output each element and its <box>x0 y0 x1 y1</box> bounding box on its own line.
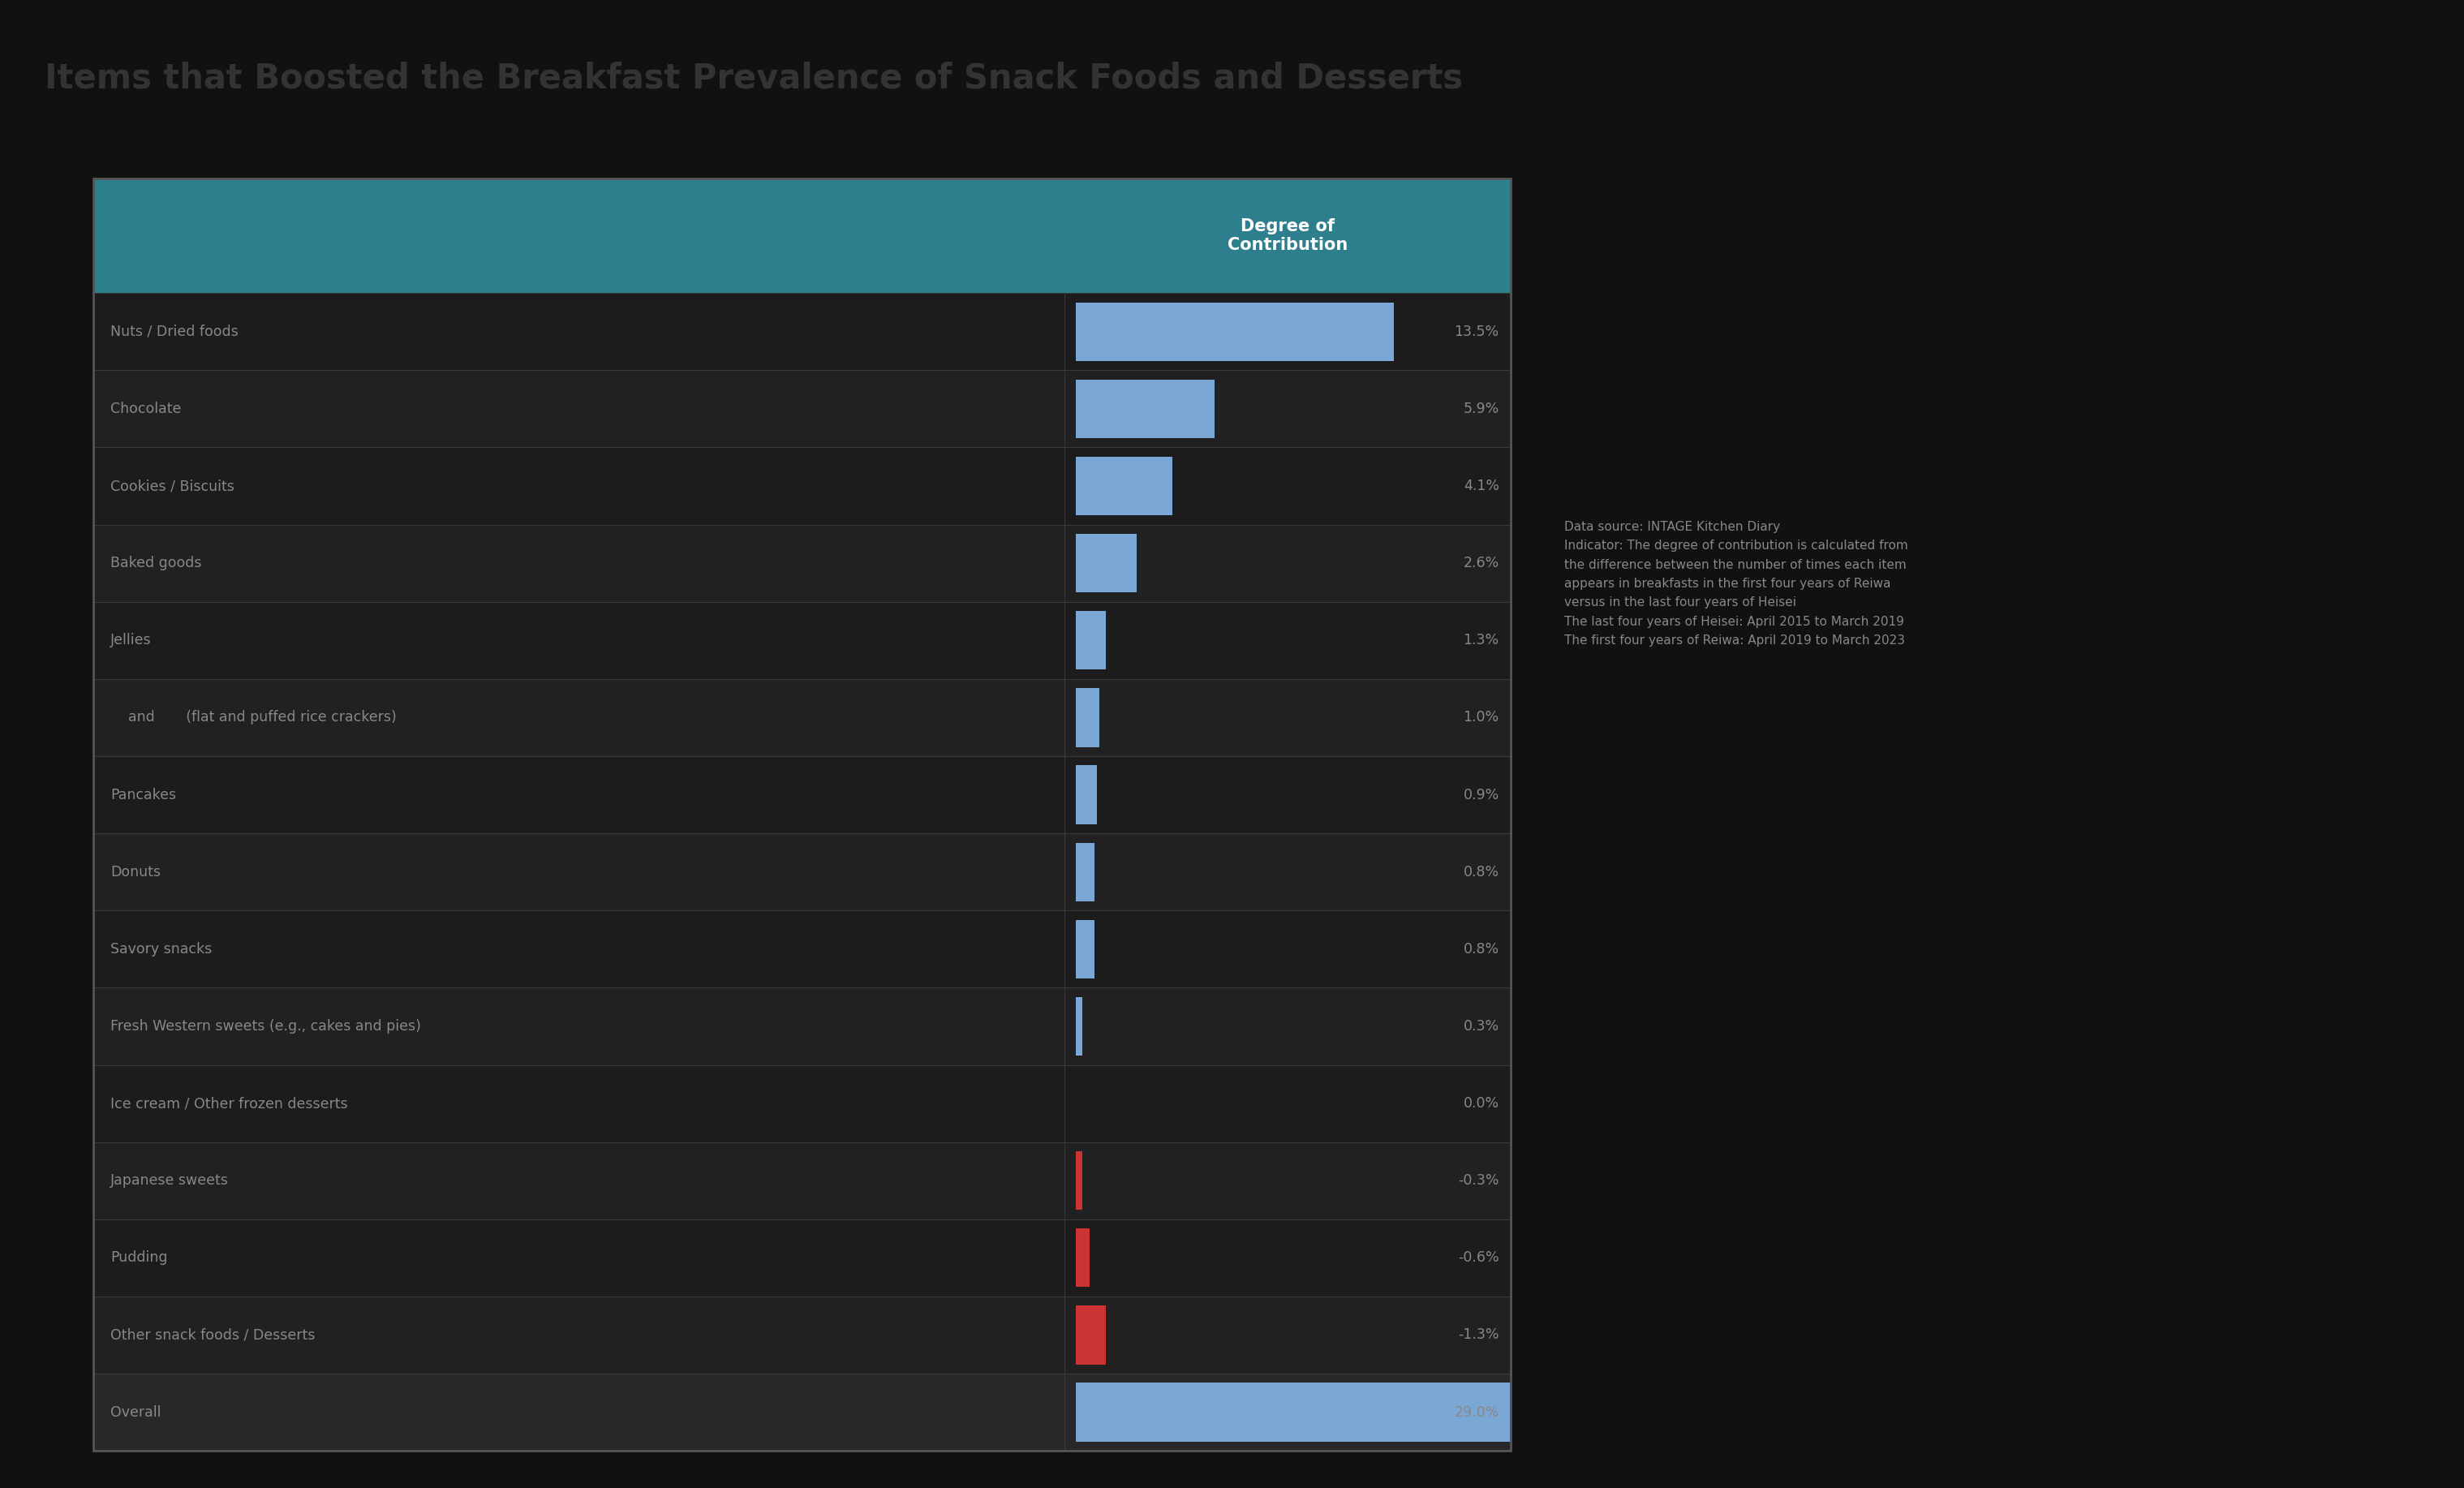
Bar <box>94 988 1510 1065</box>
Bar <box>94 1373 1510 1451</box>
Bar <box>1074 1305 1106 1364</box>
Bar <box>94 179 1510 293</box>
Text: 0.8%: 0.8% <box>1464 865 1498 879</box>
Bar <box>94 448 1510 525</box>
Bar <box>94 293 1510 371</box>
Bar <box>94 371 1510 448</box>
Text: -0.3%: -0.3% <box>1459 1174 1498 1187</box>
Bar <box>94 833 1510 911</box>
Text: Pudding: Pudding <box>111 1250 168 1265</box>
Text: Pancakes: Pancakes <box>111 787 177 802</box>
Bar <box>1074 302 1395 362</box>
Bar <box>1074 842 1094 902</box>
Text: 0.9%: 0.9% <box>1464 787 1498 802</box>
Bar <box>1074 765 1096 824</box>
Text: Fresh Western sweets (e.g., cakes and pies): Fresh Western sweets (e.g., cakes and pi… <box>111 1019 421 1034</box>
Bar <box>1074 612 1106 670</box>
Bar <box>1074 1152 1082 1210</box>
Text: Items that Boosted the Breakfast Prevalence of Snack Foods and Desserts: Items that Boosted the Breakfast Prevale… <box>44 61 1464 95</box>
Text: 4.1%: 4.1% <box>1464 479 1498 494</box>
Text: 2.6%: 2.6% <box>1464 557 1498 570</box>
Bar <box>94 1219 1510 1296</box>
Bar <box>94 911 1510 988</box>
Text: 1.3%: 1.3% <box>1464 632 1498 647</box>
Bar <box>94 601 1510 679</box>
Text: 0.8%: 0.8% <box>1464 942 1498 957</box>
Text: -1.3%: -1.3% <box>1459 1327 1498 1342</box>
Text: Chocolate: Chocolate <box>111 402 182 417</box>
Text: Ice cream / Other frozen desserts: Ice cream / Other frozen desserts <box>111 1097 347 1110</box>
Text: -0.6%: -0.6% <box>1459 1250 1498 1265</box>
Text: 5.9%: 5.9% <box>1464 402 1498 417</box>
Bar <box>1074 534 1136 592</box>
Bar <box>1074 457 1173 515</box>
Bar <box>1074 920 1094 979</box>
Text: 0.0%: 0.0% <box>1464 1097 1498 1110</box>
Text: 1.0%: 1.0% <box>1464 710 1498 725</box>
Text: 13.5%: 13.5% <box>1454 324 1498 339</box>
Text: 0.3%: 0.3% <box>1464 1019 1498 1034</box>
Text: Other snack foods / Desserts: Other snack foods / Desserts <box>111 1327 315 1342</box>
Bar <box>94 1143 1510 1219</box>
Bar <box>94 1296 1510 1373</box>
Text: Donuts: Donuts <box>111 865 160 879</box>
Bar <box>94 1065 1510 1143</box>
Text: Baked goods: Baked goods <box>111 557 202 570</box>
Text: 29.0%: 29.0% <box>1454 1405 1498 1420</box>
Bar <box>94 679 1510 756</box>
Text: Savory snacks: Savory snacks <box>111 942 212 957</box>
Bar <box>94 525 1510 601</box>
Text: and       (flat and puffed rice crackers): and (flat and puffed rice crackers) <box>111 710 397 725</box>
Text: Jellies: Jellies <box>111 632 153 647</box>
Bar <box>1074 997 1082 1055</box>
Bar <box>94 756 1510 833</box>
Bar <box>1074 379 1215 437</box>
Bar <box>1074 689 1099 747</box>
Text: Data source: INTAGE Kitchen Diary
Indicator: The degree of contribution is calcu: Data source: INTAGE Kitchen Diary Indica… <box>1565 521 1910 647</box>
Text: Cookies / Biscuits: Cookies / Biscuits <box>111 479 234 494</box>
Text: Nuts / Dried foods: Nuts / Dried foods <box>111 324 239 339</box>
Text: Japanese sweets: Japanese sweets <box>111 1174 229 1187</box>
Text: Overall: Overall <box>111 1405 160 1420</box>
Text: Degree of
Contribution: Degree of Contribution <box>1227 219 1348 253</box>
Bar <box>1074 1229 1089 1287</box>
Bar <box>1074 1382 1759 1442</box>
